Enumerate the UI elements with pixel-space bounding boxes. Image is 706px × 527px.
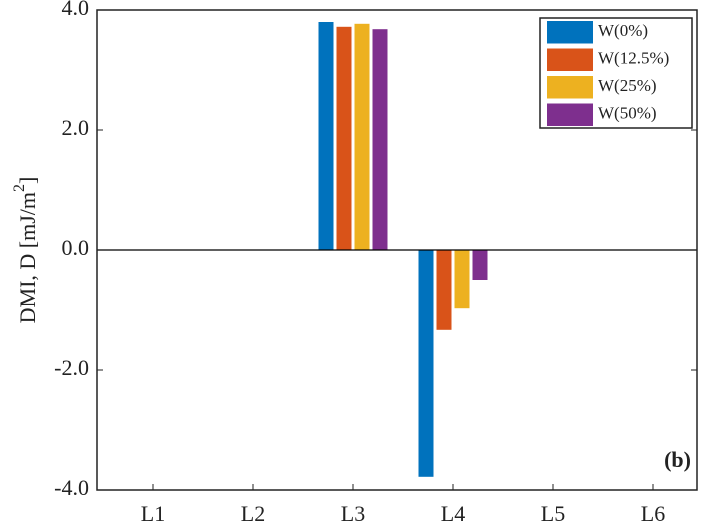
- x-tick-label: L5: [541, 501, 565, 526]
- legend-swatch: [547, 21, 593, 44]
- y-tick-label: 0.0: [62, 235, 90, 260]
- y-tick-label: -4.0: [54, 475, 89, 500]
- legend-label: W(0%): [598, 21, 648, 40]
- y-tick-label: 4.0: [62, 0, 90, 20]
- x-tick-label: L6: [641, 501, 665, 526]
- bar: [436, 250, 452, 330]
- x-tick-label: L1: [141, 501, 165, 526]
- plot-frame: [96, 9, 698, 491]
- legend: W(0%) W(12.5%) W(25%) W(50%): [539, 17, 693, 129]
- y-label-superscript: 2: [11, 184, 28, 192]
- y-axis-label: DMI, D [mJ/m2]: [11, 177, 40, 324]
- bar: [472, 250, 488, 280]
- legend-label: W(50%): [598, 104, 657, 123]
- legend-label: W(12.5%): [598, 49, 669, 68]
- legend-swatch: [547, 76, 593, 99]
- bar: [418, 250, 434, 477]
- legend-swatch: [547, 103, 593, 126]
- y-label-suffix: ]: [15, 177, 40, 184]
- y-tick-label: -2.0: [54, 355, 89, 380]
- bar: [336, 26, 352, 250]
- annotation: (b): [664, 447, 691, 472]
- legend-swatch: [547, 48, 593, 71]
- x-tick-label: L2: [241, 501, 265, 526]
- bar: [372, 29, 388, 251]
- x-tick-label: L4: [441, 501, 465, 526]
- x-tick-label: L3: [341, 501, 365, 526]
- bar: [454, 250, 470, 309]
- y-label-text: DMI, D [mJ/m: [15, 192, 40, 323]
- bar: [354, 23, 370, 250]
- bar: [318, 22, 334, 250]
- legend-label: W(25%): [598, 76, 657, 95]
- y-tick-label: 2.0: [62, 115, 90, 140]
